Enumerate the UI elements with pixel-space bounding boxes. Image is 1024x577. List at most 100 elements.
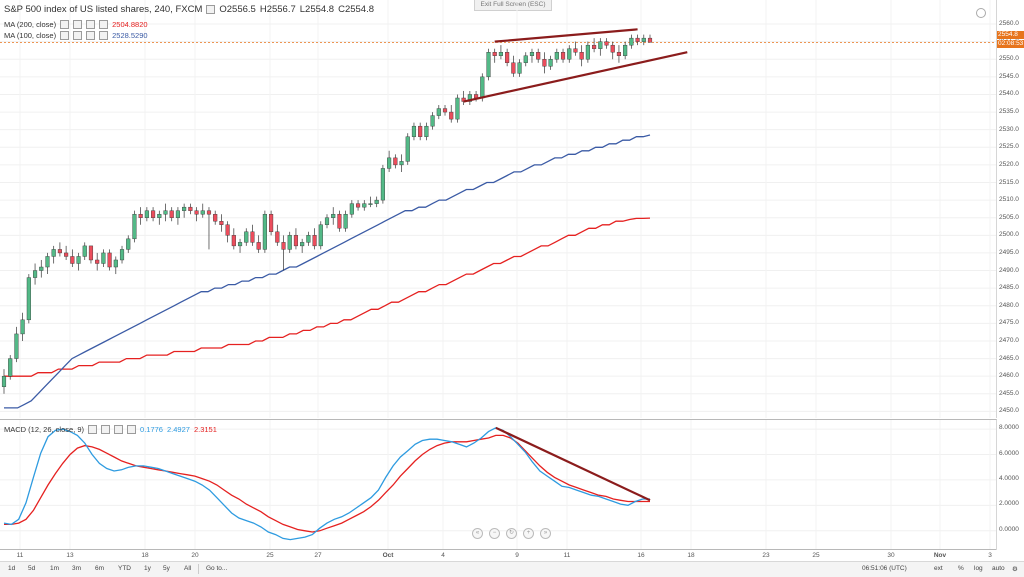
- eye-icon[interactable]: [60, 31, 70, 40]
- ma100-label[interactable]: MA (100, close): [4, 31, 57, 40]
- macd-legend: MACD (12, 26, close, 9) 0.1776 2.4927 2.…: [4, 425, 217, 434]
- candle: [355, 203, 361, 208]
- candle: [20, 319, 25, 335]
- scale-log-button[interactable]: log: [974, 565, 983, 572]
- candle: [368, 203, 373, 205]
- bottom-toolbar: 1d 5d 1m 3m 6m YTD 1y 5y All Go to... 06:51:06 (UT…: [0, 561, 1024, 577]
- candle: [418, 125, 423, 137]
- candle: [225, 224, 230, 236]
- scroll-end-icon[interactable]: »: [540, 528, 551, 539]
- gear-icon[interactable]: [101, 425, 111, 434]
- ma200-label[interactable]: MA (200, close): [4, 20, 57, 29]
- zoom-out-icon[interactable]: −: [489, 528, 500, 539]
- price-tick-label: 2520.0: [999, 160, 1019, 168]
- gear-icon[interactable]: [73, 31, 83, 40]
- close-icon[interactable]: [86, 20, 96, 29]
- more-icon[interactable]: [99, 20, 109, 29]
- candle: [45, 256, 50, 268]
- candle: [492, 52, 497, 56]
- time-tick-label: 11: [16, 552, 24, 559]
- time-tick-label: 27: [314, 552, 322, 559]
- timeframe-button[interactable]: 3m: [72, 565, 82, 572]
- macd-signal-value: 2.3151: [193, 425, 217, 434]
- candle: [275, 231, 280, 243]
- candle: [579, 52, 584, 60]
- macd-tick-label: 4.0000: [999, 474, 1019, 482]
- candle: [126, 238, 131, 250]
- scale-percent-button[interactable]: %: [958, 565, 964, 572]
- timeframe-button[interactable]: Go to...: [206, 565, 228, 572]
- timeframe-button[interactable]: All: [184, 565, 192, 572]
- candle: [82, 245, 87, 257]
- lower-trendline: [463, 51, 688, 103]
- candle: [560, 52, 566, 60]
- macd-label[interactable]: MACD (12, 26, close, 9): [4, 425, 85, 434]
- exit-full-screen-button[interactable]: Exit Full Screen (ESC): [474, 0, 552, 11]
- candle: [461, 97, 466, 102]
- price-tick-label: 2490.0: [999, 266, 1019, 274]
- price-tick-label: 2505.0: [999, 213, 1019, 221]
- macd-trendline: [495, 426, 651, 502]
- candle: [119, 249, 125, 261]
- candle: [113, 259, 118, 268]
- time-tick-label: 9: [515, 552, 519, 559]
- price-pane[interactable]: S&P 500 index of US listed shares, 240, …: [0, 0, 997, 418]
- candle: [1, 375, 7, 387]
- more-icon[interactable]: [127, 425, 137, 434]
- candle: [616, 52, 622, 56]
- candle: [374, 199, 379, 204]
- alert-icon[interactable]: [976, 8, 986, 18]
- gear-icon[interactable]: [73, 20, 83, 29]
- eye-icon[interactable]: [60, 20, 70, 29]
- price-tick-label: 2525.0: [999, 143, 1019, 151]
- more-icon[interactable]: [99, 31, 109, 40]
- candle: [405, 136, 410, 162]
- close-icon[interactable]: [86, 31, 96, 40]
- symbol-title[interactable]: S&P 500 index of US listed shares, 240, …: [4, 4, 203, 15]
- reset-icon[interactable]: ↻: [506, 528, 517, 539]
- price-axis[interactable]: 2450.0 2455.0 2460.0 2465.0 2470.0 2475.0 2480…: [997, 0, 1024, 418]
- candle: [70, 256, 75, 264]
- macd-line-value: 2.4927: [166, 425, 190, 434]
- timeframe-button[interactable]: 1d: [8, 565, 16, 572]
- candle: [436, 108, 441, 116]
- candle: [64, 252, 69, 257]
- gear-icon[interactable]: ⚙: [1012, 566, 1018, 573]
- candle: [337, 213, 342, 229]
- time-tick-label: Nov: [933, 552, 947, 559]
- time-tick-label: 4: [441, 552, 445, 559]
- candle: [157, 213, 162, 218]
- macd-pane[interactable]: MACD (12, 26, close, 9) 0.1776 2.4927 2.…: [0, 419, 997, 550]
- scale-auto-button[interactable]: auto: [992, 565, 1005, 572]
- timeframe-button[interactable]: YTD: [118, 565, 131, 572]
- scroll-start-icon[interactable]: «: [472, 528, 483, 539]
- candle: [194, 210, 199, 215]
- timeframe-button[interactable]: 1y: [144, 565, 151, 572]
- eye-icon[interactable]: [88, 425, 98, 434]
- candle: [585, 44, 590, 60]
- close-icon[interactable]: [114, 425, 124, 434]
- candle: [182, 206, 187, 211]
- settings-icon[interactable]: [206, 5, 216, 14]
- time-tick-label: 13: [66, 552, 74, 559]
- zoom-in-icon[interactable]: +: [523, 528, 534, 539]
- price-tick-label: 2480.0: [999, 301, 1019, 309]
- candle: [163, 210, 168, 215]
- divider: [198, 564, 199, 574]
- chart-header: S&P 500 index of US listed shares, 240, …: [4, 4, 374, 15]
- candle: [331, 213, 336, 218]
- timeframe-button[interactable]: 1m: [50, 565, 60, 572]
- candle: [262, 213, 267, 250]
- candle: [480, 76, 485, 99]
- macd-axis[interactable]: 0.0000 2.0000 4.0000 6.0000 8.0000: [997, 419, 1024, 549]
- upper-trendline: [494, 28, 638, 43]
- candle: [573, 48, 578, 53]
- candle: [107, 252, 112, 268]
- time-tick-label: 23: [762, 552, 770, 559]
- time-axis[interactable]: 11 13 18 20 25 27 Oct 4 9 11 16 18 23 25 30 Nov 3: [0, 549, 996, 561]
- candle: [610, 44, 615, 53]
- timeframe-button[interactable]: 6m: [95, 565, 105, 572]
- timeframe-button[interactable]: 5d: [28, 565, 36, 572]
- timeframe-button[interactable]: 5y: [163, 565, 170, 572]
- scale-ext-button[interactable]: ext: [934, 565, 943, 572]
